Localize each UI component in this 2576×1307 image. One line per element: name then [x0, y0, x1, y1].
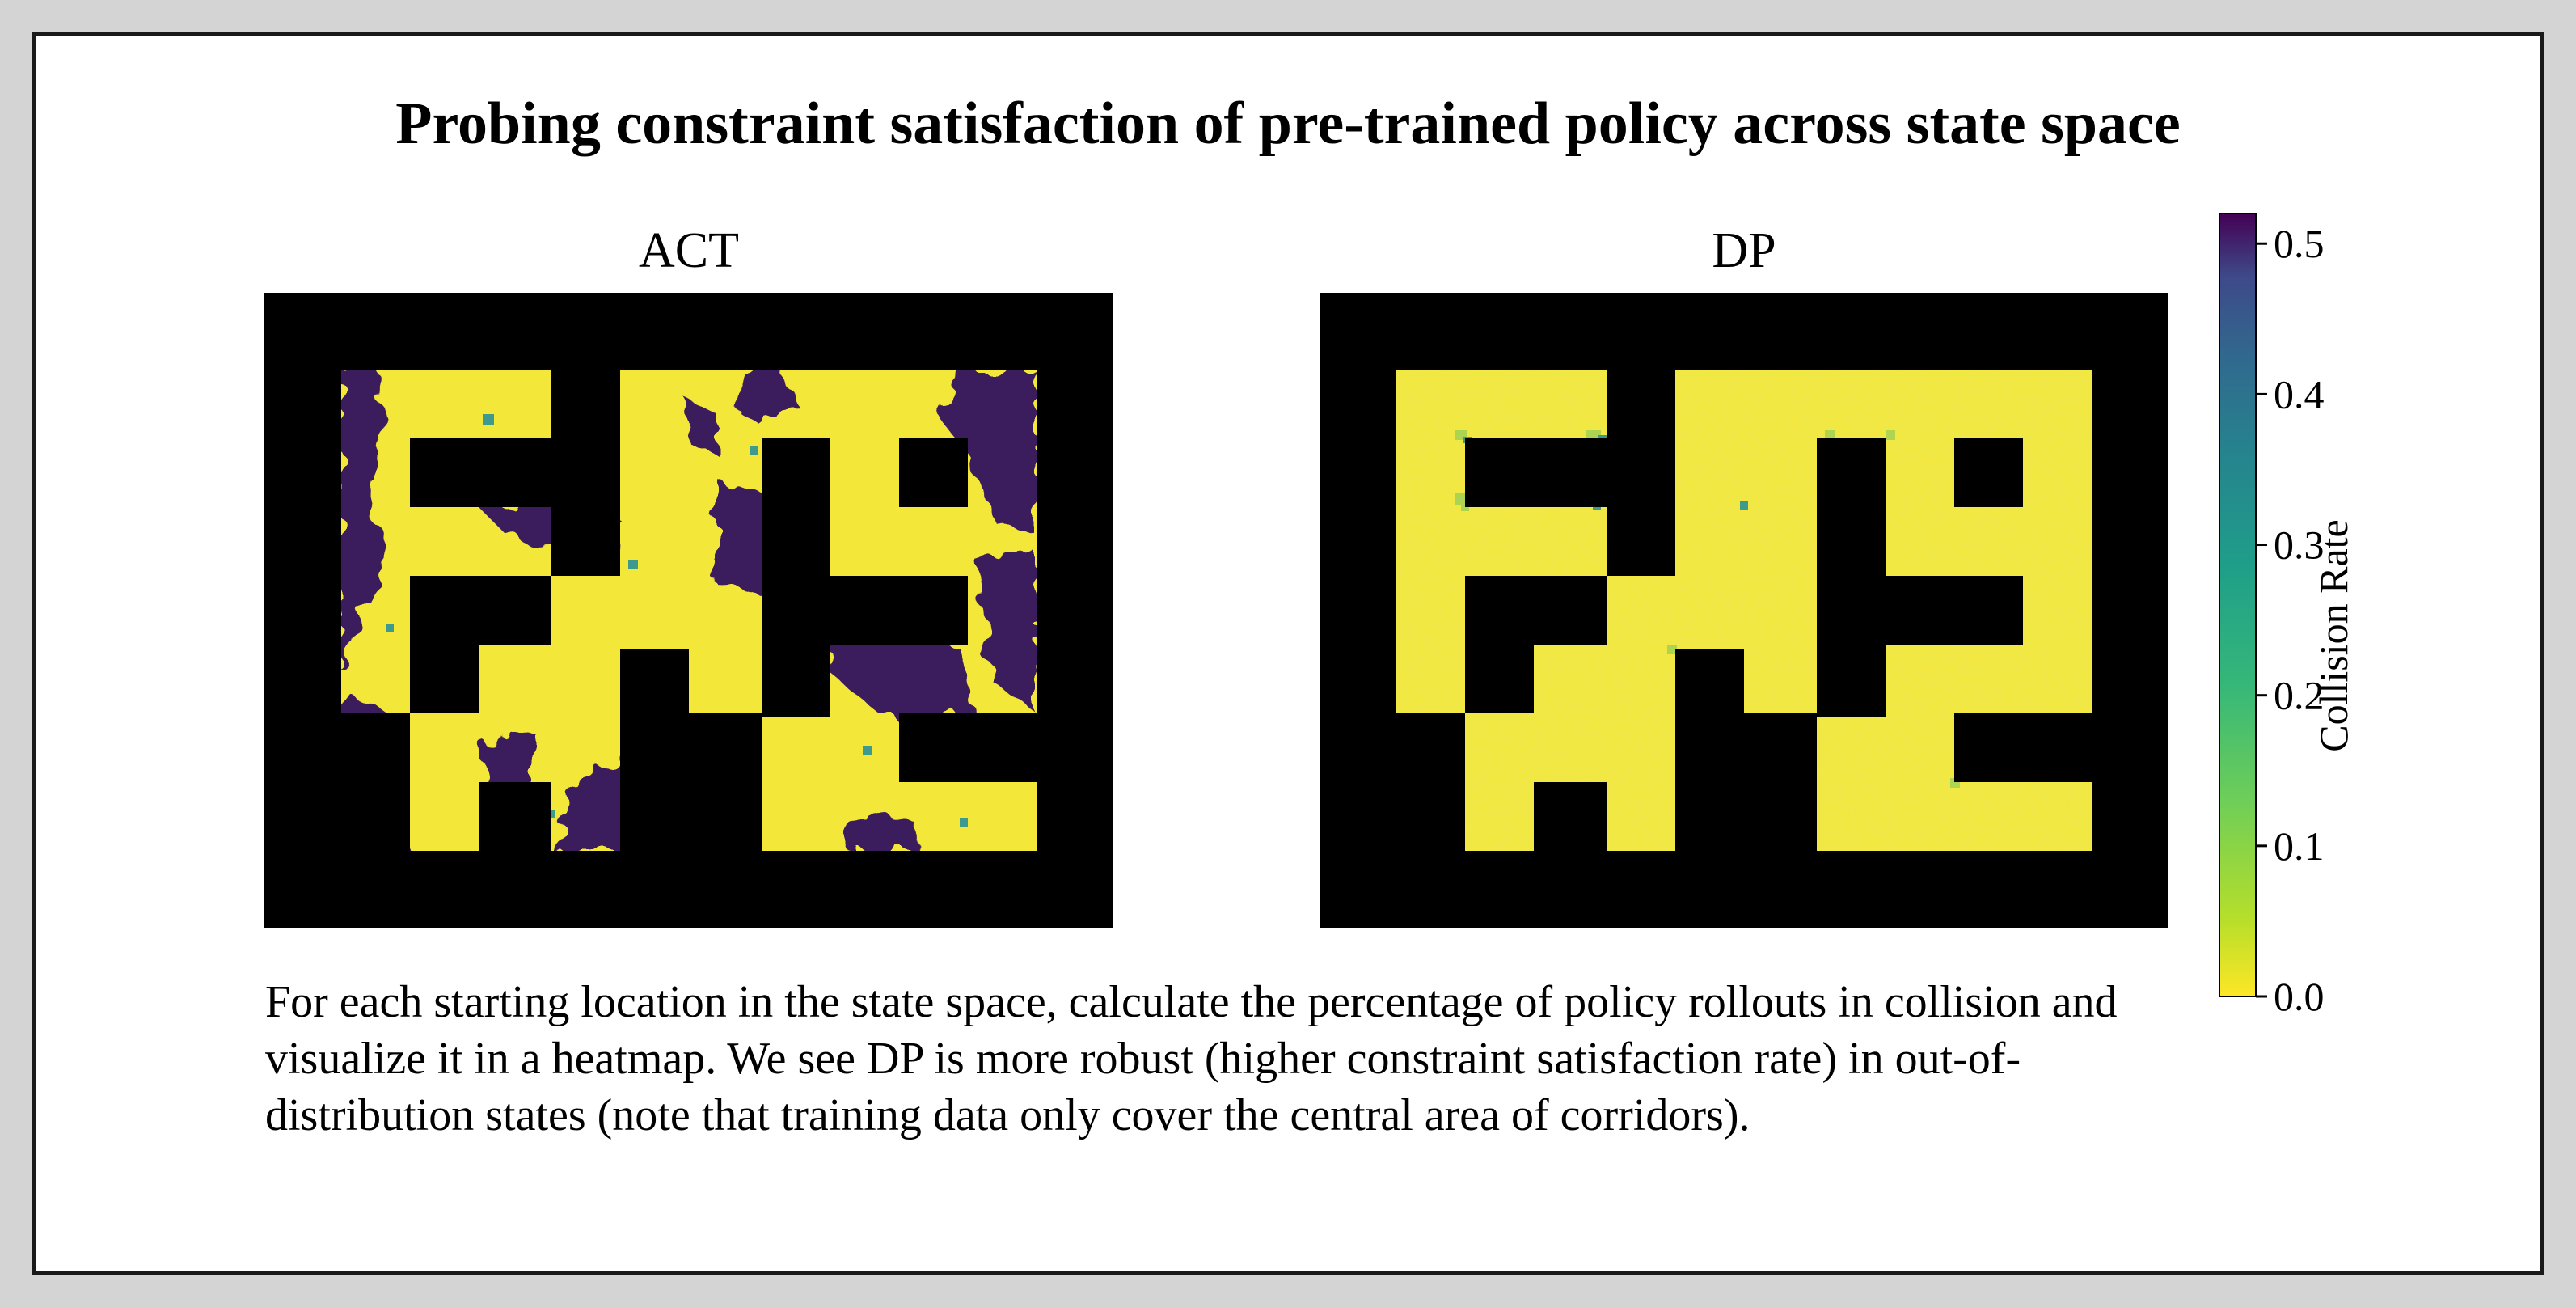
colorbar-gradient — [2219, 213, 2257, 997]
dp-axis-ticks — [1320, 368, 2093, 928]
act-heatmap — [264, 293, 1113, 928]
colorbar-tick-label: 0.2 — [2274, 673, 2325, 718]
colorbar-tick-label: 0.0 — [2274, 974, 2325, 1019]
colorbar-tick-label: 0.1 — [2274, 823, 2325, 869]
colorbar-label: Collision Rate — [2311, 519, 2356, 752]
act-axis-ticks — [264, 368, 1038, 928]
colorbar: 0.0 0.1 0.2 0.3 0.4 0.5 — [2219, 213, 2325, 1019]
dp-heatmap — [1320, 293, 2168, 928]
act-panel-title: ACT — [639, 223, 739, 278]
act-walls — [341, 370, 1037, 851]
dp-walls — [1396, 370, 2092, 851]
colorbar-tick-label: 0.4 — [2274, 371, 2325, 417]
colorbar-tick-label: 0.3 — [2274, 522, 2325, 568]
figure-title: Probing constraint satisfaction of pre-t… — [395, 91, 2181, 157]
figure-caption: For each starting location in the state … — [265, 977, 2118, 1140]
colorbar-ticks: 0.0 0.1 0.2 0.3 0.4 0.5 — [2256, 221, 2325, 1019]
colorbar-tick-label: 0.5 — [2274, 221, 2325, 266]
dp-panel-title: DP — [1712, 223, 1776, 278]
